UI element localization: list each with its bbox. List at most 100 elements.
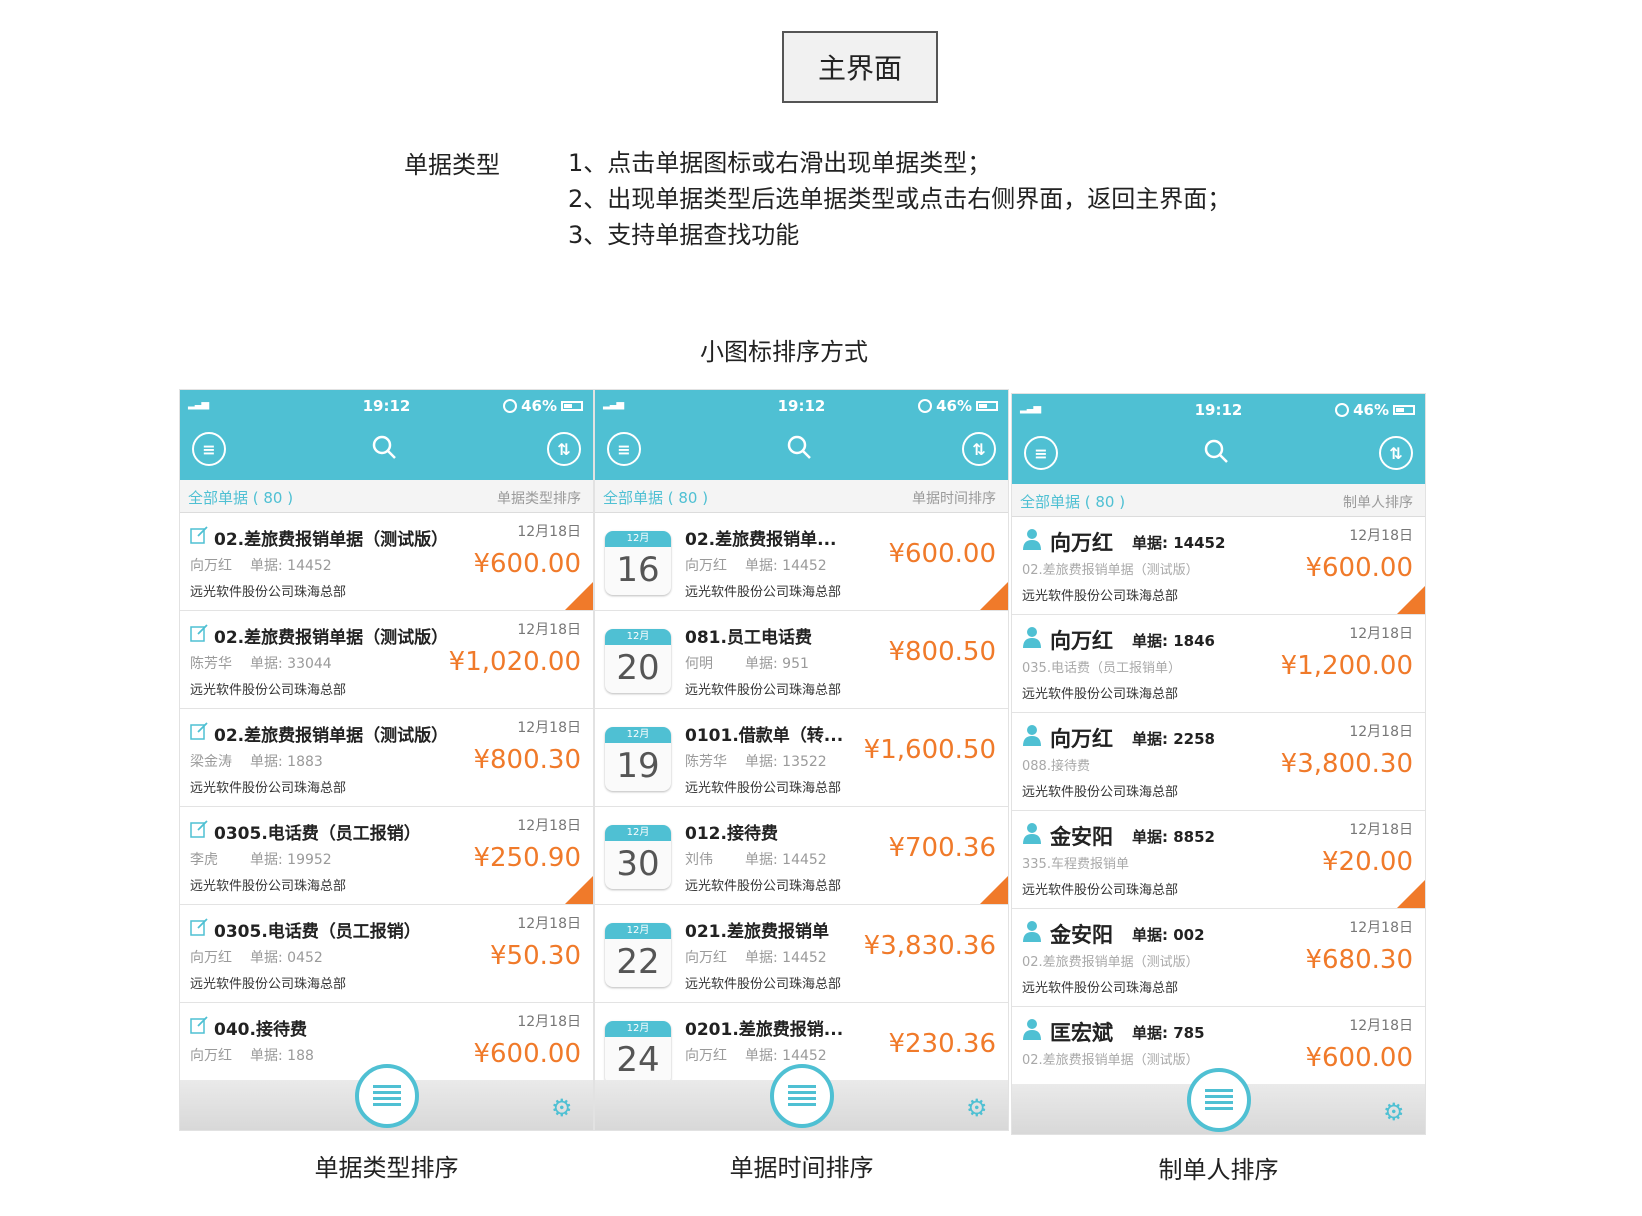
doc-number: 单据: 33044 (250, 656, 332, 672)
creator-name: 匡宏斌 (1050, 1021, 1113, 1045)
doc-date: 12月18日 (517, 818, 581, 834)
doc-title: 021.差旅费报销单 (685, 922, 829, 942)
signal-icon: ▂▃▅ (188, 399, 209, 410)
doc-title: 081.员工电话费 (685, 628, 812, 648)
list-item[interactable]: 02.差旅费报销单据（测试版） 梁金涛 单据: 1883 远光软件股份公司珠海总部 12… (180, 709, 593, 807)
doc-company: 远光软件股份公司珠海总部 (685, 781, 842, 796)
all-docs-filter[interactable]: 全部单据 ( 80 ) (603, 489, 709, 507)
signal-icon: ▂▃▅ (1020, 403, 1041, 414)
list-icon (1204, 1089, 1233, 1111)
list-item[interactable]: 12月 22 021.差旅费报销单 向万红 单据: 14452 远光软件股份公司珠海总部 ¥… (595, 905, 1008, 1003)
doc-meta: 向万红 单据: 0452 (190, 947, 323, 967)
calendar-month: 12月 (605, 1021, 671, 1037)
list-item[interactable]: 0305.电话费（员工报销） 李虎 单据: 19952 远光软件股份公司珠海总部 12月… (180, 807, 593, 905)
rotation-lock-icon (1335, 403, 1350, 417)
sort-button[interactable]: ⇅ (547, 432, 581, 466)
list-item[interactable]: 12月 19 0101.借款单（转... 陈芳华 单据: 13522 远光软件股份公司珠海… (595, 709, 1008, 807)
doc-title: 012.接待费 (685, 824, 778, 844)
description-label: 单据类型 (404, 151, 500, 179)
doc-amount: ¥680.30 (1305, 945, 1413, 975)
gear-icon[interactable]: ⚙ (551, 1094, 573, 1122)
sort-button[interactable]: ⇅ (962, 432, 996, 466)
calendar-day: 24 (616, 1040, 660, 1080)
list-item[interactable]: 金安阳 单据: 8852 335.车程费报销单 远光软件股份公司珠海总部 12月18日 ¥… (1012, 811, 1425, 909)
doc-types-button[interactable] (1186, 1068, 1251, 1132)
list-item[interactable]: 02.差旅费报销单据（测试版） 向万红 单据: 14452 远光软件股份公司珠海总部 1… (180, 513, 593, 611)
list-item[interactable]: 12月 16 02.差旅费报销单... 向万红 单据: 14452 远光软件股份公司珠海总… (595, 513, 1008, 611)
calendar-month: 12月 (605, 923, 671, 939)
gear-icon[interactable]: ⚙ (966, 1094, 988, 1122)
doc-types-button[interactable] (354, 1064, 419, 1128)
list-item[interactable]: 向万红 单据: 14452 02.差旅费报销单据（测试版） 远光软件股份公司珠海总部 1… (1012, 517, 1425, 615)
gear-icon[interactable]: ⚙ (1383, 1098, 1405, 1126)
doc-number: 单据: 14452 (745, 558, 827, 574)
doc-meta: 梁金涛 单据: 1883 (190, 751, 323, 771)
sort-mode-label[interactable]: 单据时间排序 (912, 491, 996, 507)
doc-company: 远光软件股份公司珠海总部 (190, 781, 347, 796)
calendar-day: 20 (616, 648, 660, 688)
sort-mode-label[interactable]: 单据类型排序 (497, 491, 581, 507)
search-icon[interactable] (371, 434, 397, 460)
menu-button[interactable]: ≡ (607, 432, 641, 466)
creator-name: 金安阳 (1050, 923, 1113, 947)
description-line: 2、出现单据类型后选单据类型或点击右侧界面，返回主界面； (568, 185, 1232, 213)
doc-number: 单据: 188 (250, 1048, 314, 1064)
document-icon (190, 1016, 208, 1034)
doc-date: 12月18日 (1349, 822, 1413, 838)
sort-mode-label[interactable]: 制单人排序 (1343, 495, 1413, 511)
doc-type: 035.电话费（员工报销单） (1022, 661, 1181, 676)
document-icon (190, 722, 208, 740)
doc-amount: ¥600.00 (473, 549, 581, 579)
filter-bar: 全部单据 ( 80 ) 制单人排序 (1012, 484, 1425, 517)
doc-company: 远光软件股份公司珠海总部 (1022, 883, 1179, 898)
doc-creator: 何明 (685, 656, 713, 672)
urgent-flag-icon (1397, 586, 1425, 614)
doc-creator: 梁金涛 (190, 754, 232, 770)
urgent-flag-icon (980, 582, 1008, 610)
list-item[interactable]: 向万红 单据: 1846 035.电话费（员工报销单） 远光软件股份公司珠海总部 12月… (1012, 615, 1425, 713)
list-item[interactable]: 02.差旅费报销单据（测试版） 陈芳华 单据: 33044 远光软件股份公司珠海总部 1… (180, 611, 593, 709)
phone-creator-sort: ▂▃▅ 19:12 46% ≡ ⇅ 全部单据 ( 80 ) 制单人排序 向万红单… (1012, 394, 1425, 1134)
search-icon[interactable] (1203, 438, 1229, 464)
list-item[interactable]: 12月 20 081.员工电话费 何明 单据: 951 远光软件股份公司珠海总部 ¥800.… (595, 611, 1008, 709)
doc-meta: 陈芳华 单据: 33044 (190, 653, 332, 673)
list-item[interactable]: 12月 30 012.接待费 刘伟 单据: 14452 远光软件股份公司珠海总部 ¥700.… (595, 807, 1008, 905)
doc-number: 单据: 2258 (1132, 730, 1215, 748)
doc-creator: 向万红 (685, 558, 727, 574)
doc-amount: ¥20.00 (1322, 847, 1413, 877)
page-title: 主界面 (782, 31, 938, 103)
menu-button[interactable]: ≡ (192, 432, 226, 466)
doc-company: 远光软件股份公司珠海总部 (190, 683, 347, 698)
doc-type: 088.接待费 (1022, 759, 1090, 774)
doc-title: 0201.差旅费报销... (685, 1020, 844, 1040)
doc-title: 02.差旅费报销单据（测试版） (214, 530, 449, 550)
doc-amount: ¥800.50 (888, 637, 996, 667)
doc-types-button[interactable] (769, 1064, 834, 1128)
list-item[interactable]: 0305.电话费（员工报销） 向万红 单据: 0452 远光软件股份公司珠海总部 12月… (180, 905, 593, 1003)
doc-creator: 李虎 (190, 852, 218, 868)
document-list: 02.差旅费报销单据（测试版） 向万红 单据: 14452 远光软件股份公司珠海总部 1… (180, 513, 593, 1101)
list-item[interactable]: 金安阳 单据: 002 02.差旅费报销单据（测试版） 远光软件股份公司珠海总部 12月… (1012, 909, 1425, 1007)
sort-button[interactable]: ⇅ (1379, 436, 1413, 470)
doc-company: 远光软件股份公司珠海总部 (1022, 589, 1179, 604)
person-icon (1022, 528, 1042, 550)
description-lines: 1、点击单据图标或右滑出现单据类型； 2、出现单据类型后选单据类型或点击右侧界面… (568, 145, 1231, 253)
doc-title: 02.差旅费报销单... (685, 530, 837, 550)
menu-button[interactable]: ≡ (1024, 436, 1058, 470)
doc-amount: ¥600.00 (1305, 553, 1413, 583)
search-icon[interactable] (786, 434, 812, 460)
description-line: 1、点击单据图标或右滑出现单据类型； (568, 149, 992, 177)
status-time: 19:12 (362, 397, 411, 415)
doc-amount: ¥1,020.00 (448, 647, 581, 677)
all-docs-filter[interactable]: 全部单据 ( 80 ) (1020, 493, 1126, 511)
doc-meta: 何明 单据: 951 (685, 653, 809, 673)
calendar-month: 12月 (605, 727, 671, 743)
doc-meta: 李虎 单据: 19952 (190, 849, 332, 869)
doc-date: 12月18日 (517, 622, 581, 638)
all-docs-filter[interactable]: 全部单据 ( 80 ) (188, 489, 294, 507)
urgent-flag-icon (565, 582, 593, 610)
battery-icon (976, 401, 998, 411)
list-item[interactable]: 向万红 单据: 2258 088.接待费 远光软件股份公司珠海总部 12月18日 ¥3,8… (1012, 713, 1425, 811)
doc-creator: 向万红 (190, 558, 232, 574)
doc-amount: ¥600.00 (473, 1039, 581, 1069)
